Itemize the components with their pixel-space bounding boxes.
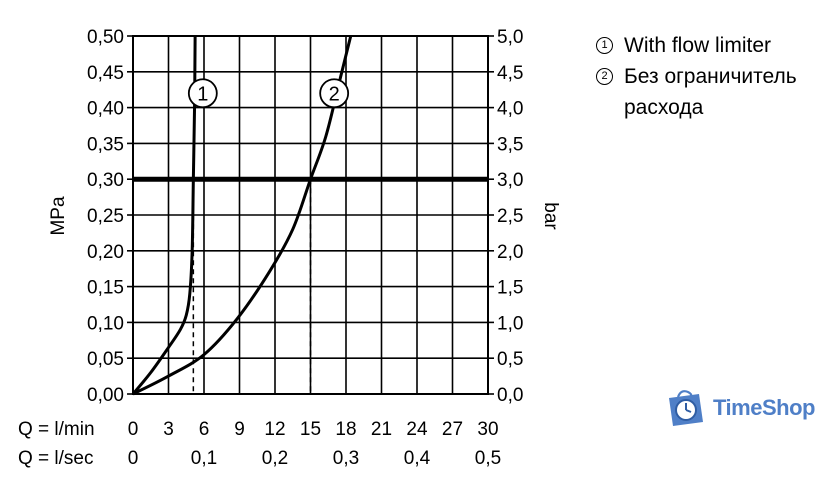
grid bbox=[132, 35, 489, 395]
x-axis-label-lmin: Q = l/min bbox=[18, 419, 95, 440]
y-ticks-left: 0,00 0,05 0,10 0,15 0,20 0,25 0,30 0,35 0,40 0,45… bbox=[87, 27, 133, 406]
legend-text-2: Без ограничитель расхода bbox=[624, 65, 797, 119]
x-axis-label-lsec: Q = l/sec bbox=[18, 448, 94, 469]
y-tick-label-left: 0,40 bbox=[87, 99, 124, 120]
x-tick-label-lmin: 9 bbox=[234, 419, 245, 440]
x-tick-label-lsec: 0,1 bbox=[191, 448, 217, 469]
x-tick-label-lsec: 0,4 bbox=[404, 448, 431, 469]
y-tick-label-left: 0,05 bbox=[87, 349, 124, 370]
y-axis-label-left: MPa bbox=[48, 196, 69, 236]
legend-marker-1: 1 bbox=[596, 37, 613, 54]
x-tick-label-lsec: 0 bbox=[128, 448, 139, 469]
series-marker-circle-2 bbox=[319, 78, 350, 109]
y-tick-label-right: 4,5 bbox=[497, 63, 523, 84]
series-marker-label-2: 2 bbox=[329, 83, 340, 105]
legend-item-1: 1 With flow limiter bbox=[596, 30, 797, 61]
y-tick-label-right: 3,5 bbox=[497, 134, 523, 155]
y-tick-label-right: 5,0 bbox=[497, 27, 523, 48]
y-axis-label-right: bar bbox=[540, 202, 561, 230]
y-tick-label-left: 0,45 bbox=[87, 63, 124, 84]
x-tick-label-lmin: 6 bbox=[199, 419, 210, 440]
legend-item-2: 2 Без ограничитель расхода bbox=[596, 61, 797, 123]
x-tick-label-lmin: 18 bbox=[335, 419, 356, 440]
series-marker-label-1: 1 bbox=[197, 83, 208, 105]
y-tick-label-right: 0,5 bbox=[497, 349, 523, 370]
y-ticks-right: 0,0 0,5 1,0 1,5 2,0 2,5 3,0 3,5 4,0 4,5 5,0 bbox=[488, 27, 523, 406]
x-ticks-lmin: 0 3 6 9 12 15 18 21 24 27 30 bbox=[128, 419, 499, 440]
y-tick-label-right: 3,0 bbox=[497, 170, 523, 191]
legend: 1 With flow limiter 2 Без ограничитель р… bbox=[596, 30, 797, 123]
timeshop-logo: TimeShop bbox=[663, 388, 815, 428]
shopping-bag-clock-icon bbox=[669, 390, 703, 426]
y-tick-label-left: 0,10 bbox=[87, 313, 124, 334]
x-tick-label-lmin: 3 bbox=[163, 419, 174, 440]
x-tick-label-lmin: 24 bbox=[406, 419, 428, 440]
y-tick-label-left: 0,00 bbox=[87, 385, 124, 406]
y-tick-label-left: 0,25 bbox=[87, 206, 124, 227]
x-tick-label-lmin: 21 bbox=[371, 419, 392, 440]
legend-marker-2: 2 bbox=[596, 68, 613, 85]
y-tick-label-right: 0,0 bbox=[497, 385, 523, 406]
x-tick-label-lmin: 15 bbox=[300, 419, 321, 440]
y-tick-label-left: 0,35 bbox=[87, 134, 124, 155]
y-tick-label-right: 4,0 bbox=[497, 99, 523, 120]
legend-text-1: With flow limiter bbox=[624, 34, 772, 57]
y-tick-label-right: 2,0 bbox=[497, 242, 523, 263]
y-tick-label-left: 0,50 bbox=[87, 27, 124, 48]
x-tick-label-lsec: 0,2 bbox=[262, 448, 288, 469]
y-tick-label-right: 1,5 bbox=[497, 278, 523, 299]
x-tick-label-lsec: 0,5 bbox=[475, 448, 501, 469]
x-ticks-lsec: 0 0,1 0,2 0,3 0,4 0,5 bbox=[128, 448, 502, 469]
y-tick-label-right: 1,0 bbox=[497, 313, 523, 334]
y-tick-label-left: 0,30 bbox=[87, 170, 124, 191]
series-line-1 bbox=[131, 35, 197, 395]
x-tick-label-lsec: 0,3 bbox=[333, 448, 359, 469]
y-tick-label-left: 0,15 bbox=[87, 278, 124, 299]
x-tick-label-lmin: 12 bbox=[264, 419, 285, 440]
x-tick-label-lmin: 0 bbox=[128, 419, 139, 440]
y-tick-label-right: 2,5 bbox=[497, 206, 523, 227]
x-tick-label-lmin: 30 bbox=[477, 419, 498, 440]
x-tick-label-lmin: 27 bbox=[442, 419, 463, 440]
y-tick-label-left: 0,20 bbox=[87, 242, 124, 263]
series-marker-circle-1 bbox=[187, 78, 218, 109]
logo-text: TimeShop bbox=[713, 395, 815, 420]
